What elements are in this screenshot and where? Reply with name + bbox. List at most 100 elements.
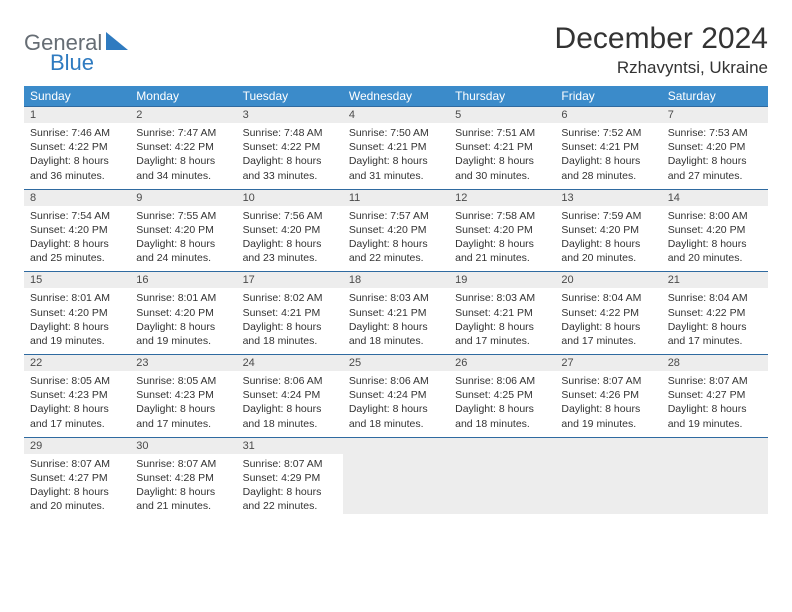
calendar-cell: 24Sunrise: 8:06 AMSunset: 4:24 PMDayligh… [237,355,343,438]
daylight-text: and 19 minutes. [561,417,655,431]
day-body: Sunrise: 8:06 AMSunset: 4:24 PMDaylight:… [237,371,343,437]
daylight-text: and 20 minutes. [668,251,762,265]
sunset-text: Sunset: 4:27 PM [668,388,762,402]
calendar-cell: 14Sunrise: 8:00 AMSunset: 4:20 PMDayligh… [662,189,768,272]
daylight-text: Daylight: 8 hours [561,154,655,168]
calendar-cell: 31Sunrise: 8:07 AMSunset: 4:29 PMDayligh… [237,437,343,519]
day-number: 18 [343,272,449,288]
daylight-text: and 21 minutes. [455,251,549,265]
day-number: 5 [449,107,555,123]
day-body: Sunrise: 8:06 AMSunset: 4:25 PMDaylight:… [449,371,555,437]
sunset-text: Sunset: 4:21 PM [243,306,337,320]
calendar-cell: 19Sunrise: 8:03 AMSunset: 4:21 PMDayligh… [449,272,555,355]
day-number: 8 [24,190,130,206]
day-number: 28 [662,355,768,371]
daylight-text: Daylight: 8 hours [30,237,124,251]
daylight-text: Daylight: 8 hours [136,485,230,499]
sunrise-text: Sunrise: 8:07 AM [668,374,762,388]
daylight-text: and 27 minutes. [668,169,762,183]
sunset-text: Sunset: 4:25 PM [455,388,549,402]
daylight-text: and 19 minutes. [30,334,124,348]
day-body: Sunrise: 8:01 AMSunset: 4:20 PMDaylight:… [130,288,236,354]
sunrise-text: Sunrise: 8:07 AM [136,457,230,471]
day-number: 20 [555,272,661,288]
sunset-text: Sunset: 4:20 PM [136,223,230,237]
daylight-text: Daylight: 8 hours [668,237,762,251]
sunset-text: Sunset: 4:21 PM [349,306,443,320]
daylight-text: Daylight: 8 hours [561,237,655,251]
daylight-text: Daylight: 8 hours [243,485,337,499]
day-body: Sunrise: 7:55 AMSunset: 4:20 PMDaylight:… [130,206,236,272]
daylight-text: and 25 minutes. [30,251,124,265]
day-body: Sunrise: 8:03 AMSunset: 4:21 PMDaylight:… [343,288,449,354]
sunrise-text: Sunrise: 8:07 AM [30,457,124,471]
calendar-cell: 7Sunrise: 7:53 AMSunset: 4:20 PMDaylight… [662,107,768,190]
calendar-cell: 4Sunrise: 7:50 AMSunset: 4:21 PMDaylight… [343,107,449,190]
day-header: Wednesday [343,86,449,107]
daylight-text: and 20 minutes. [30,499,124,513]
day-number: 10 [237,190,343,206]
day-body: Sunrise: 8:07 AMSunset: 4:28 PMDaylight:… [130,454,236,520]
daylight-text: and 18 minutes. [349,417,443,431]
sunset-text: Sunset: 4:24 PM [349,388,443,402]
sunrise-text: Sunrise: 7:57 AM [349,209,443,223]
day-number: 2 [130,107,236,123]
day-body: Sunrise: 7:52 AMSunset: 4:21 PMDaylight:… [555,123,661,189]
daylight-text: and 36 minutes. [30,169,124,183]
day-header: Saturday [662,86,768,107]
calendar-cell: 16Sunrise: 8:01 AMSunset: 4:20 PMDayligh… [130,272,236,355]
day-body: Sunrise: 7:48 AMSunset: 4:22 PMDaylight:… [237,123,343,189]
day-number: 4 [343,107,449,123]
calendar-cell: 22Sunrise: 8:05 AMSunset: 4:23 PMDayligh… [24,355,130,438]
calendar-cell: 29Sunrise: 8:07 AMSunset: 4:27 PMDayligh… [24,437,130,519]
sunrise-text: Sunrise: 7:46 AM [30,126,124,140]
sunrise-text: Sunrise: 8:06 AM [349,374,443,388]
day-body: Sunrise: 7:46 AMSunset: 4:22 PMDaylight:… [24,123,130,189]
day-number: 26 [449,355,555,371]
calendar-cell: 30Sunrise: 8:07 AMSunset: 4:28 PMDayligh… [130,437,236,519]
calendar-cell: 11Sunrise: 7:57 AMSunset: 4:20 PMDayligh… [343,189,449,272]
sunrise-text: Sunrise: 8:00 AM [668,209,762,223]
calendar-cell: 15Sunrise: 8:01 AMSunset: 4:20 PMDayligh… [24,272,130,355]
sunset-text: Sunset: 4:21 PM [455,140,549,154]
daylight-text: Daylight: 8 hours [30,320,124,334]
day-number: 23 [130,355,236,371]
day-number: 14 [662,190,768,206]
daylight-text: Daylight: 8 hours [561,402,655,416]
sunset-text: Sunset: 4:22 PM [136,140,230,154]
daylight-text: and 24 minutes. [136,251,230,265]
day-number: 6 [555,107,661,123]
day-body: Sunrise: 8:06 AMSunset: 4:24 PMDaylight:… [343,371,449,437]
daylight-text: and 34 minutes. [136,169,230,183]
day-body: Sunrise: 7:57 AMSunset: 4:20 PMDaylight:… [343,206,449,272]
daylight-text: and 31 minutes. [349,169,443,183]
day-body: Sunrise: 8:03 AMSunset: 4:21 PMDaylight:… [449,288,555,354]
calendar-cell: 23Sunrise: 8:05 AMSunset: 4:23 PMDayligh… [130,355,236,438]
calendar-cell: 9Sunrise: 7:55 AMSunset: 4:20 PMDaylight… [130,189,236,272]
sunset-text: Sunset: 4:21 PM [349,140,443,154]
daylight-text: Daylight: 8 hours [668,402,762,416]
calendar-table: Sunday Monday Tuesday Wednesday Thursday… [24,86,768,519]
day-body [449,454,555,514]
daylight-text: and 19 minutes. [668,417,762,431]
day-number: 16 [130,272,236,288]
daylight-text: Daylight: 8 hours [136,237,230,251]
day-header: Sunday [24,86,130,107]
sunrise-text: Sunrise: 7:55 AM [136,209,230,223]
calendar-cell [662,437,768,519]
day-number: 24 [237,355,343,371]
calendar-cell: 13Sunrise: 7:59 AMSunset: 4:20 PMDayligh… [555,189,661,272]
sunset-text: Sunset: 4:22 PM [561,306,655,320]
day-body: Sunrise: 8:07 AMSunset: 4:27 PMDaylight:… [662,371,768,437]
day-number: 1 [24,107,130,123]
calendar-cell: 21Sunrise: 8:04 AMSunset: 4:22 PMDayligh… [662,272,768,355]
sunrise-text: Sunrise: 8:01 AM [30,291,124,305]
day-header: Friday [555,86,661,107]
daylight-text: Daylight: 8 hours [455,237,549,251]
brand-triangle-icon [106,32,128,50]
sunrise-text: Sunrise: 8:06 AM [455,374,549,388]
calendar-cell: 3Sunrise: 7:48 AMSunset: 4:22 PMDaylight… [237,107,343,190]
day-number: 13 [555,190,661,206]
daylight-text: and 18 minutes. [243,334,337,348]
sunrise-text: Sunrise: 8:03 AM [455,291,549,305]
